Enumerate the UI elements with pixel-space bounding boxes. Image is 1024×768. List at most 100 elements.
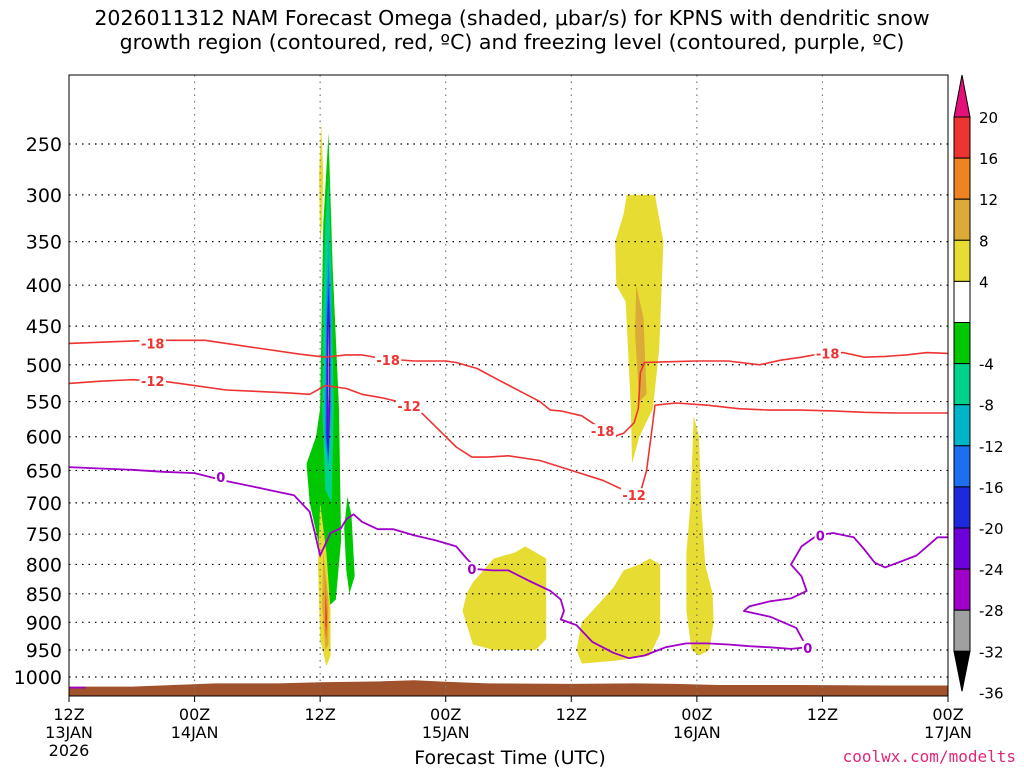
y-tick-label-500: 500: [26, 355, 62, 377]
colorbar-bin--12--8: [953, 363, 971, 406]
omega-region-upward-core-outer-right: [344, 496, 355, 594]
surface-terrain: [69, 680, 948, 696]
y-tick-label-750: 750: [26, 524, 62, 546]
y-tick-label-550: 550: [26, 392, 62, 414]
contour-label-bg: [139, 336, 166, 351]
x-tick-label-60-1: 16JAN: [673, 723, 721, 742]
contour-label-bg: [814, 528, 827, 543]
y-tick-label-650: 650: [26, 460, 62, 482]
colorbar-label-16: 16: [979, 150, 998, 168]
contour-label-isotherm-minus-18-3: -18: [816, 347, 840, 362]
omega-region-downward-d3-low: [686, 415, 714, 656]
colorbar-bin-below-36: [953, 650, 971, 692]
x-axis-label: Forecast Time (UTC): [414, 747, 605, 768]
x-tick-label-84-0: 00Z: [932, 705, 963, 724]
x-tick-label-72-0: 12Z: [807, 705, 838, 724]
contour-label-freezing-level-0-2: 0: [803, 642, 812, 657]
colorbar-bin-above-20: [953, 74, 971, 118]
y-tick-label-950: 950: [26, 640, 62, 662]
y-tick-label-300: 300: [26, 185, 62, 207]
colorbar-label--36: -36: [979, 684, 1004, 702]
x-tick-label-0-0: 12Z: [53, 705, 84, 724]
x-tick-label-48-0: 12Z: [556, 705, 587, 724]
contour-label-freezing-level-0-1: 0: [467, 563, 476, 578]
colorbar-label-8: 8: [979, 232, 989, 250]
x-tick-label-24-0: 12Z: [304, 705, 335, 724]
contour-label-freezing-level-0-0: 0: [216, 471, 225, 486]
colorbar-bin-4-8: [953, 239, 971, 282]
colorbar-label--8: -8: [979, 397, 994, 415]
colorbar-bin-16-20: [953, 116, 971, 159]
contour-label-bg: [620, 488, 648, 503]
contour-label-bg: [802, 640, 814, 655]
colorbar-bin-12-16: [953, 157, 971, 200]
colorbar-label--32: -32: [979, 643, 1004, 661]
contour-label-bg: [374, 353, 402, 368]
y-tick-label-250: 250: [26, 134, 62, 156]
contour-label-bg: [466, 562, 478, 577]
colorbar-label--4: -4: [979, 356, 994, 374]
x-tick-label-0-1: 13JAN: [45, 723, 93, 742]
contour-label-bg: [139, 374, 166, 389]
x-tick-label-84-1: 17JAN: [924, 723, 972, 742]
y-axis-ticks: 250 300 350 400 450 500 550 600 650 700 750 800 850 9…: [14, 134, 62, 689]
plot-area: -18 -18 -18 -18 -12 -12 -12 0 0 0 0: [68, 74, 949, 697]
contour-label-isotherm-minus-12-0: -12: [141, 375, 165, 390]
y-tick-label-900: 900: [26, 612, 62, 634]
omega-region-downward-d2-low-a: [462, 546, 547, 650]
colorbar-label-4: 4: [979, 273, 989, 291]
colorbar-label--28: -28: [979, 602, 1004, 620]
x-tick-label-0-2: 2026: [49, 741, 90, 760]
chart-title-line1: 2026011312 NAM Forecast Omega (shaded, μ…: [94, 6, 930, 30]
colorbar: 20 16 12 8 4 -4 -8 -12 -16 -20 -24 -28 -32 -36: [953, 74, 1004, 702]
y-tick-label-850: 850: [26, 584, 62, 606]
x-tick-label-12-0: 00Z: [179, 705, 210, 724]
colorbar-label--24: -24: [979, 561, 1004, 579]
plot-frame: [68, 74, 949, 697]
contour-label-isotherm-minus-18-0: -18: [141, 337, 165, 352]
contour-label-freezing-level-0-3: 0: [816, 529, 825, 544]
x-tick-label-36-1: 15JAN: [422, 723, 470, 742]
y-tick-label-400: 400: [26, 275, 62, 297]
colorbar-bin--4-4: [953, 280, 971, 323]
y-tick-label-600: 600: [26, 427, 62, 449]
y-tick-label-800: 800: [26, 554, 62, 576]
colorbar-label--16: -16: [979, 479, 1004, 497]
y-tick-label-1000: 1000: [14, 667, 62, 689]
contour-label-isotherm-minus-18-2: -18: [591, 425, 615, 440]
contour-label-isotherm-minus-12-1: -12: [397, 400, 421, 415]
omega-shading: [306, 122, 714, 667]
x-tick-label-12-1: 14JAN: [171, 723, 219, 742]
contour-label-bg: [214, 470, 227, 485]
colorbar-bin--16--12: [953, 404, 971, 447]
contour-label-bg: [395, 398, 423, 413]
omega-region-upward-core-36: [328, 322, 329, 409]
contour-freezing-level-0: [68, 466, 948, 660]
x-tick-label-36-0: 00Z: [430, 705, 461, 724]
colorbar-label-20: 20: [979, 109, 998, 127]
colorbar-bin--36--32: [953, 609, 971, 652]
terrain-layer: [69, 680, 948, 696]
contour-label-isotherm-minus-12-2: -12: [622, 489, 646, 504]
x-tick-label-60-0: 00Z: [681, 705, 712, 724]
colorbar-label--20: -20: [979, 520, 1004, 538]
y-tick-label-350: 350: [26, 232, 62, 254]
contour-label-isotherm-minus-18-1: -18: [376, 354, 400, 369]
contour-isotherm-minus-12: [68, 378, 948, 498]
omega-region-downward-d2-low-b: [576, 558, 661, 664]
contour-label-bg: [814, 346, 841, 361]
y-tick-label-450: 450: [26, 316, 62, 338]
contour-labels: -18 -18 -18 -18 -12 -12 -12 0 0 0 0: [139, 336, 841, 657]
colorbar-label-12: 12: [979, 191, 998, 209]
colorbar-bin--32--28: [953, 568, 971, 611]
colorbar-label--12: -12: [979, 438, 1004, 456]
chart-title-line2: growth region (contoured, red, ºC) and f…: [119, 30, 905, 54]
contour-isotherm-minus-18: [68, 339, 949, 438]
omega-region-downward-low-core-16: [325, 593, 327, 631]
colorbar-bin-8-12: [953, 198, 971, 241]
contour-lines: [68, 339, 949, 689]
colorbar-bin--28--24: [953, 527, 971, 570]
colorbar-bin--24--20: [953, 486, 971, 529]
